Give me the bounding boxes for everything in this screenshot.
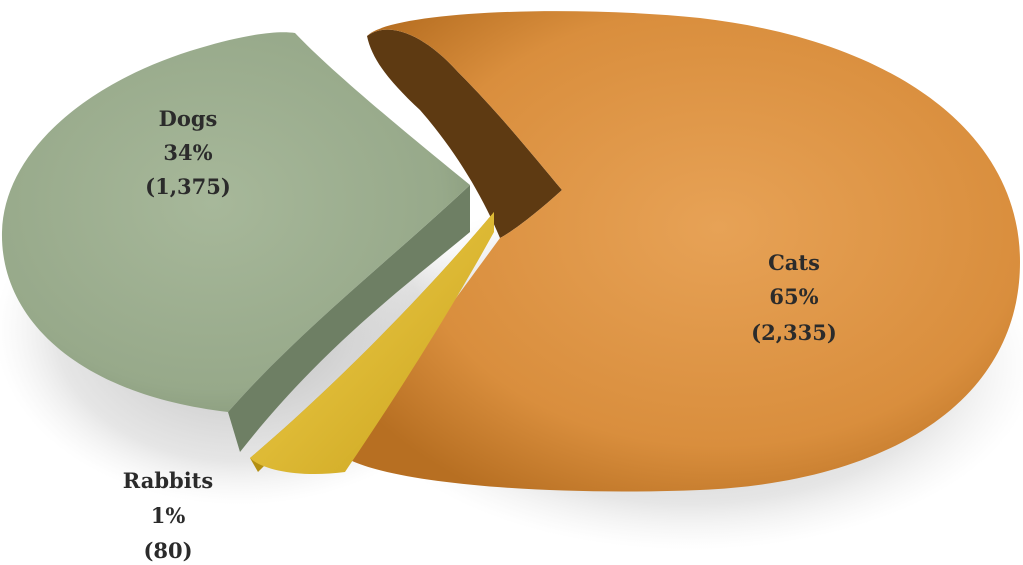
- dogs-percent-label: 34%: [163, 140, 212, 165]
- dogs-slice-side: [228, 185, 470, 452]
- cats-slice-side: [367, 29, 562, 239]
- rabbits-label: Rabbits 1% (80): [123, 468, 213, 563]
- rabbits-slice: [250, 212, 494, 475]
- cats-slice: [350, 11, 1020, 492]
- cats-percent-label: 65%: [769, 284, 818, 309]
- rabbits-count-label: (80): [143, 538, 192, 563]
- dogs-name-label: Dogs: [159, 106, 218, 131]
- rabbits-name-label: Rabbits: [123, 468, 213, 493]
- cats-label: Cats 65% (2,335): [751, 250, 837, 345]
- dogs-count-label: (1,375): [145, 174, 231, 199]
- rabbits-percent-label: 1%: [151, 503, 186, 528]
- dogs-label: Dogs 34% (1,375): [145, 106, 231, 199]
- dogs-slice: [1, 32, 471, 412]
- cats-count-label: (2,335): [751, 320, 837, 345]
- cats-name-label: Cats: [768, 250, 820, 275]
